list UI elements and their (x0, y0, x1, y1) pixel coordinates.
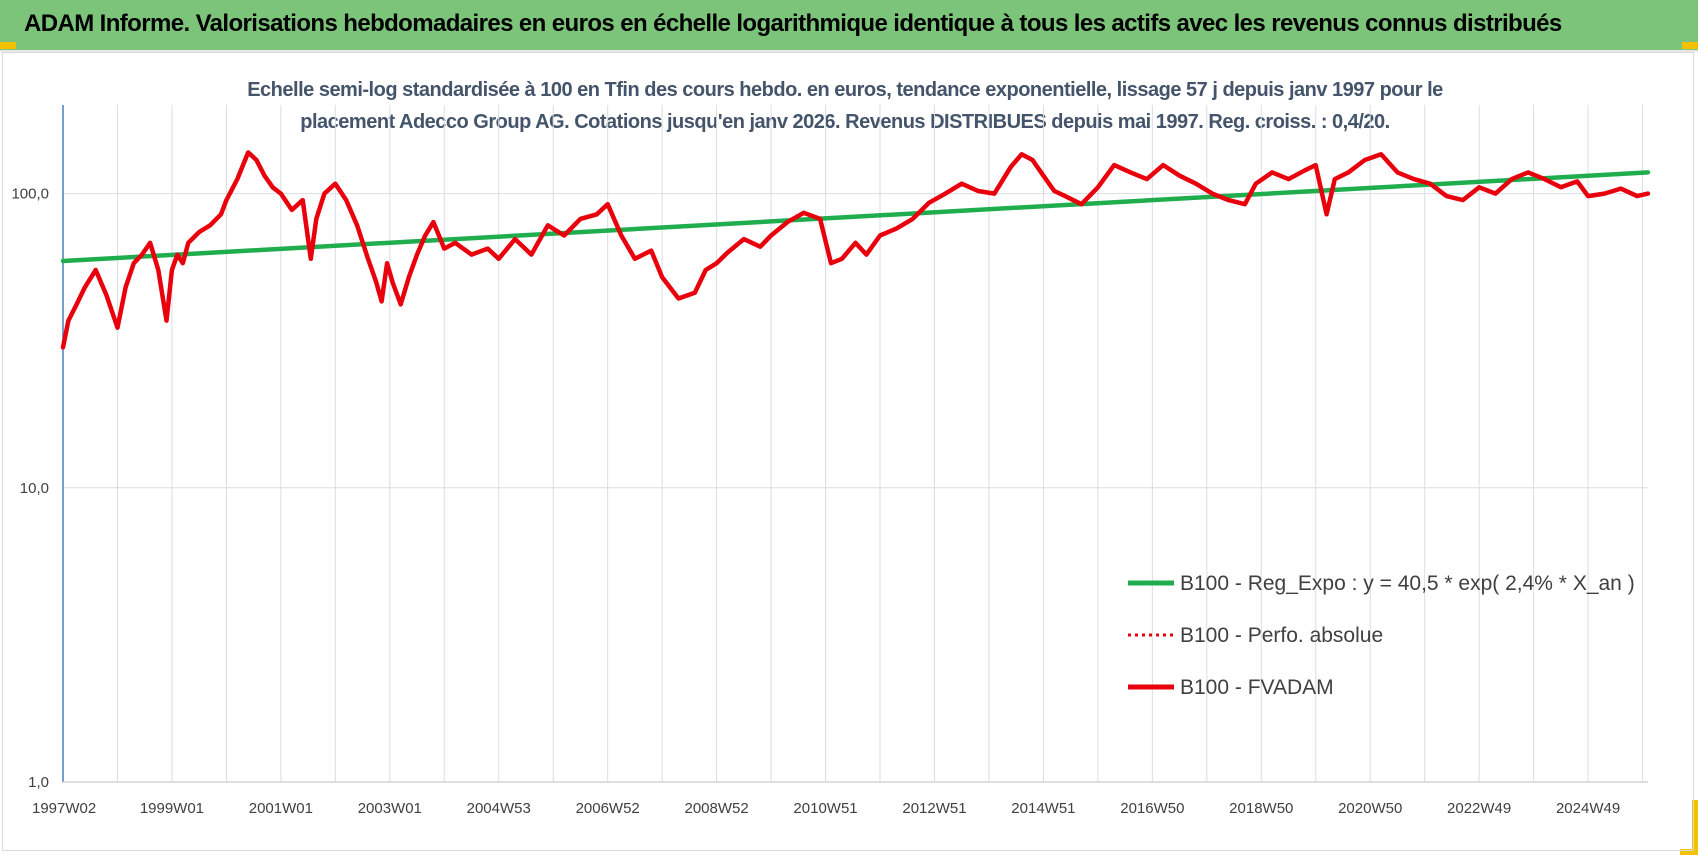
chart-title-line-1: Echelle semi-log standardisée à 100 en T… (247, 79, 1443, 101)
y-tick-label: 10,0 (20, 480, 49, 497)
x-tick-label: 2024W49 (1556, 800, 1620, 817)
x-tick-label: 2003W01 (358, 800, 422, 817)
corner-accent-top-right (1682, 42, 1698, 49)
x-tick-label: 2016W50 (1120, 800, 1184, 817)
x-tick-label: 2008W52 (684, 800, 748, 817)
x-tick-label: 2022W49 (1447, 800, 1511, 817)
x-tick-label: 2012W51 (902, 800, 966, 817)
y-tick-label: 1,0 (28, 774, 49, 791)
x-tick-label: 2020W50 (1338, 800, 1402, 817)
x-tick-label: 2004W53 (467, 800, 531, 817)
chart-frame (2, 52, 1694, 851)
legend-label-1: B100 - Perfo. absolue (1180, 624, 1383, 647)
corner-accent-bottom-right (1692, 800, 1698, 855)
x-tick-label: 2001W01 (249, 800, 313, 817)
x-tick-label: 1997W02 (32, 800, 96, 817)
x-tick-label: 2018W50 (1229, 800, 1293, 817)
legend-label-2: B100 - FVADAM (1180, 676, 1334, 699)
series-line-2 (60, 150, 1651, 350)
corner-accent-top-left (0, 42, 16, 49)
corner-accent-bottom-right-edge (1680, 849, 1698, 855)
x-tick-label: 2006W52 (576, 800, 640, 817)
chart-title: Echelle semi-log standardisée à 100 en T… (140, 74, 1550, 138)
x-tick-label: 1999W01 (140, 800, 204, 817)
legend-label-0: B100 - Reg_Expo : y = 40,5 * exp( 2,4% *… (1180, 572, 1635, 595)
y-tick-label: 100,0 (11, 186, 49, 203)
x-tick-label: 2014W51 (1011, 800, 1075, 817)
report-banner: ADAM Informe. Valorisations hebdomadaire… (0, 0, 1698, 52)
x-tick-label: 2010W51 (793, 800, 857, 817)
series-line-0 (60, 170, 1651, 264)
chart-title-line-2: placement Adecco Group AG. Cotations jus… (300, 111, 1390, 133)
banner-title: ADAM Informe. Valorisations hebdomadaire… (24, 10, 1562, 37)
